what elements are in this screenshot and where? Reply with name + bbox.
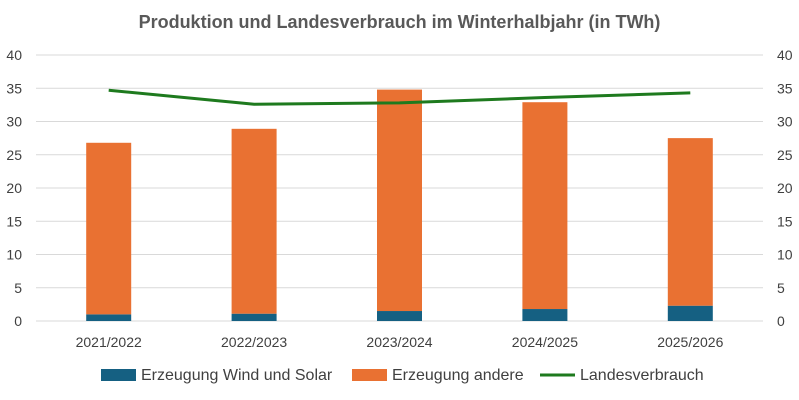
left-axis-ticks: 0 5 10 15 20 25 30 35 40 xyxy=(6,47,22,329)
right-tick-label-4: 20 xyxy=(777,180,793,196)
bar-wind-solar-4 xyxy=(667,305,713,321)
left-tick-label-3: 15 xyxy=(6,213,22,229)
right-tick-label-2: 10 xyxy=(777,247,793,263)
legend-label-wind-solar: Erzeugung Wind und Solar xyxy=(141,367,333,384)
left-tick-label-6: 30 xyxy=(6,114,22,130)
x-axis-ticks: 2021/2022 2022/2023 2023/2024 2024/2025 2025… xyxy=(76,334,724,350)
bar-andere-0 xyxy=(86,142,132,315)
legend-label-landesverbrauch: Landesverbrauch xyxy=(580,367,704,384)
legend-swatch-andere xyxy=(352,369,387,381)
right-tick-label-7: 35 xyxy=(777,80,793,96)
right-tick-label-1: 5 xyxy=(777,280,785,296)
bar-andere-3 xyxy=(522,102,568,310)
x-tick-label-0: 2021/2022 xyxy=(76,334,142,350)
bar-wind-solar-3 xyxy=(522,309,568,321)
left-tick-label-0: 0 xyxy=(14,313,22,329)
right-tick-label-5: 25 xyxy=(777,147,793,163)
legend-swatch-wind-solar xyxy=(101,369,136,381)
x-tick-label-3: 2024/2025 xyxy=(512,334,578,350)
left-tick-label-7: 35 xyxy=(6,80,22,96)
right-axis-ticks: 0 5 10 15 20 25 30 35 40 xyxy=(777,47,793,329)
legend-label-andere: Erzeugung andere xyxy=(392,367,524,384)
right-tick-label-0: 0 xyxy=(777,313,785,329)
left-tick-label-1: 5 xyxy=(14,280,22,296)
bar-andere-4 xyxy=(667,138,713,306)
bar-andere-2 xyxy=(377,89,422,312)
left-tick-label-5: 25 xyxy=(6,147,22,163)
x-tick-label-4: 2025/2026 xyxy=(657,334,723,350)
left-tick-label-8: 40 xyxy=(6,47,22,63)
x-tick-label-1: 2022/2023 xyxy=(221,334,287,350)
chart-title: Produktion und Landesverbrauch im Winter… xyxy=(139,12,661,32)
bar-andere-1 xyxy=(231,128,277,314)
x-tick-label-2: 2023/2024 xyxy=(366,334,432,350)
bar-wind-solar-2 xyxy=(377,311,422,321)
left-tick-label-2: 10 xyxy=(6,247,22,263)
bars xyxy=(86,89,713,321)
line-series xyxy=(108,88,691,106)
right-tick-label-8: 40 xyxy=(777,47,793,63)
right-tick-label-3: 15 xyxy=(777,213,793,229)
bar-wind-solar-1 xyxy=(231,313,277,321)
legend: Erzeugung Wind und Solar Erzeugung ander… xyxy=(101,367,704,384)
line-landesverbrauch xyxy=(108,88,691,106)
bar-wind-solar-0 xyxy=(86,314,132,321)
left-tick-label-4: 20 xyxy=(6,180,22,196)
right-tick-label-6: 30 xyxy=(777,114,793,130)
